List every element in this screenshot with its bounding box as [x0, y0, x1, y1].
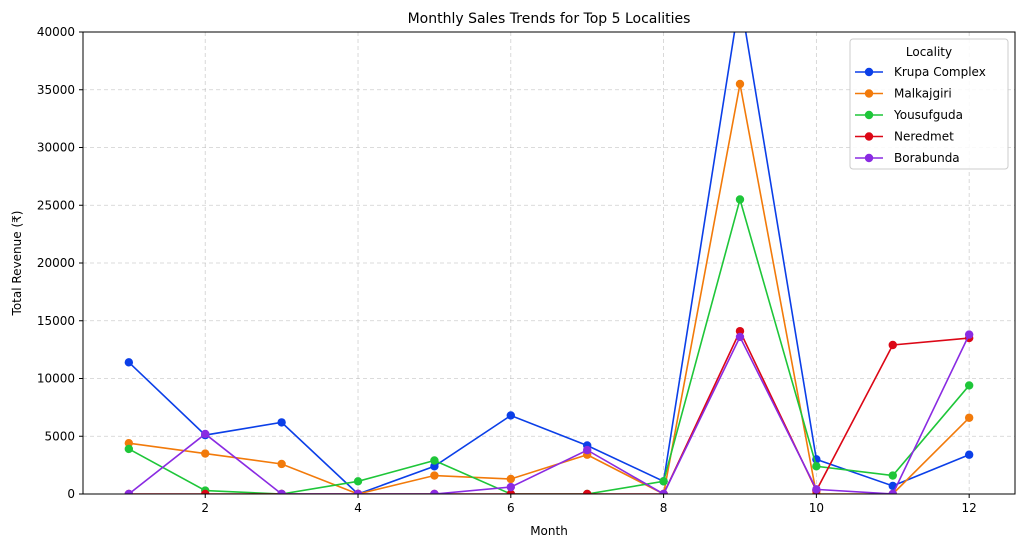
series-line: [128, 32, 970, 494]
x-tick-label: 2: [201, 501, 209, 515]
legend-label: Yousufguda: [893, 108, 963, 122]
legend-item: Malkajgiri: [855, 87, 952, 101]
y-tick-label: 25000: [37, 198, 75, 212]
data-point: [888, 340, 897, 350]
data-point: [964, 413, 974, 422]
data-point: [506, 474, 516, 484]
series-yousufguda: [124, 195, 974, 494]
series-line: [128, 196, 970, 494]
legend-label: Borabunda: [894, 151, 960, 165]
data-point: [124, 358, 134, 367]
x-tick-label: 8: [660, 501, 668, 515]
data-point: [812, 485, 821, 494]
data-point: [124, 438, 134, 448]
legend-label: Neredmet: [894, 130, 954, 144]
legend: Locality Krupa Complex Malkajgiri Yousufgu…: [849, 38, 1009, 170]
data-point: [964, 381, 974, 390]
series-layer: [124, 0, 974, 494]
legend-swatch-marker: [864, 132, 874, 141]
data-point: [430, 462, 439, 471]
data-point: [735, 195, 745, 204]
data-point: [735, 326, 745, 336]
x-tick-label: 4: [354, 501, 362, 515]
data-point: [277, 489, 286, 494]
data-point: [201, 429, 210, 439]
legend-swatch-marker: [864, 89, 874, 98]
plot-frame: [82, 31, 1016, 495]
y-tick-label: 35000: [37, 83, 75, 97]
x-tick-label: 6: [507, 501, 515, 515]
x-tick-label: 10: [809, 501, 824, 515]
x-tick-label: 12: [962, 501, 977, 515]
x-axis-label: Month: [530, 524, 568, 538]
data-point: [506, 489, 516, 494]
y-tick-label: 30000: [37, 141, 75, 155]
legend-label: Malkajgiri: [894, 87, 952, 101]
series-line: [128, 83, 970, 494]
data-point: [353, 477, 363, 486]
legend-item: Krupa Complex: [855, 65, 986, 79]
legend-item: Borabunda: [855, 151, 960, 165]
data-point: [506, 411, 516, 420]
series-line: [128, 334, 970, 494]
data-point: [888, 471, 897, 480]
chart-title: Monthly Sales Trends for Top 5 Localitie…: [408, 11, 691, 27]
data-point: [353, 489, 363, 494]
legend-swatch-marker: [864, 67, 874, 77]
axes: 2 4 6 8 10 12 0 5000 10000 15000 20000 25000 30000 35…: [37, 25, 977, 515]
y-tick-label: 5000: [44, 429, 75, 443]
data-point: [430, 471, 439, 480]
legend-swatch-marker: [864, 153, 874, 163]
data-point: [659, 489, 668, 494]
data-point: [659, 477, 668, 486]
data-point: [506, 482, 516, 492]
series-krupa-complex: [124, 0, 974, 494]
data-point: [964, 450, 974, 459]
series-borabunda: [124, 330, 974, 494]
data-point: [964, 330, 974, 339]
data-point: [888, 489, 897, 494]
data-point: [430, 456, 439, 465]
legend-label: Krupa Complex: [894, 65, 986, 79]
y-tick-label: 10000: [37, 372, 75, 386]
data-point: [124, 444, 134, 454]
legend-item: Yousufguda: [855, 108, 963, 122]
legend-item: Neredmet: [855, 130, 954, 144]
data-point: [735, 79, 745, 89]
y-tick-label: 20000: [37, 256, 75, 270]
y-tick-label: 40000: [37, 25, 75, 39]
data-point: [582, 489, 592, 494]
y-tick-label: 0: [67, 487, 75, 501]
data-point: [735, 332, 745, 342]
data-point: [430, 489, 439, 494]
data-point: [582, 445, 592, 455]
y-axis-label: Total Revenue (₹): [10, 211, 24, 317]
legend-title: Locality: [906, 45, 952, 59]
series-neredmet: [124, 326, 974, 494]
y-tick-label: 15000: [37, 314, 75, 328]
data-point: [201, 449, 210, 458]
data-point: [201, 489, 210, 494]
data-point: [277, 418, 286, 427]
data-point: [736, 0, 744, 2]
data-point: [124, 489, 134, 494]
series-line: [128, 329, 970, 494]
data-point: [277, 459, 286, 469]
legend-swatch-marker: [864, 110, 874, 120]
data-point: [812, 462, 821, 471]
legend-box: [849, 38, 1009, 170]
